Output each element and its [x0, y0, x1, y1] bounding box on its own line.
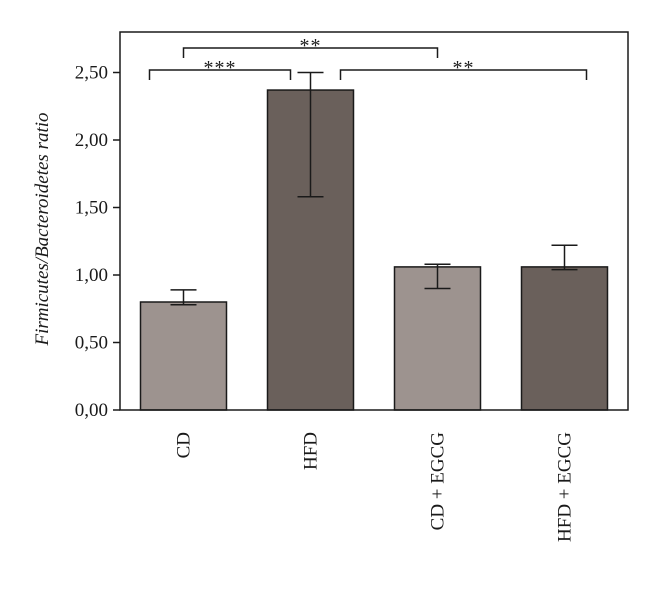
significance-bracket: ** [339, 57, 588, 80]
significance-label: ** [300, 35, 322, 57]
bracket-line [148, 69, 292, 80]
category-label: HFD [301, 432, 322, 470]
error-bar [170, 289, 197, 306]
bracket-line [339, 69, 588, 80]
bracket-line [182, 47, 439, 58]
error-bar [551, 244, 578, 271]
y-tick-label: 0,50 [75, 333, 108, 354]
significance-bracket: *** [148, 57, 292, 80]
error-bars [170, 71, 578, 306]
y-axis-ticks: 0,00 0,50 1,00 1,50 2,00 2,50 [75, 63, 120, 421]
y-tick-label: 0,00 [75, 400, 108, 421]
y-tick-label: 1,00 [75, 265, 108, 286]
significance-brackets: ******* [148, 35, 588, 80]
bar-cd-egcg [393, 266, 482, 411]
significance-label: *** [204, 57, 237, 79]
y-tick-label: 1,50 [75, 198, 108, 219]
category-label: HFD + EGCG [555, 432, 576, 542]
bar-cd [139, 301, 228, 411]
bar-hfd-egcg [520, 266, 609, 411]
error-bar [297, 71, 324, 198]
y-tick-label: 2,50 [75, 63, 108, 84]
y-tick-label: 2,00 [75, 130, 108, 151]
plot-frame [119, 31, 629, 411]
category-label: CD [174, 432, 195, 458]
significance-label: ** [453, 57, 475, 79]
category-label: CD + EGCG [428, 432, 449, 531]
significance-bracket: ** [182, 35, 439, 58]
y-axis-title: Firmicutes/Bacteroidetes ratio [32, 112, 53, 346]
category-labels: CD HFD CD + EGCG HFD + EGCG [174, 432, 576, 542]
error-bar [424, 263, 451, 290]
